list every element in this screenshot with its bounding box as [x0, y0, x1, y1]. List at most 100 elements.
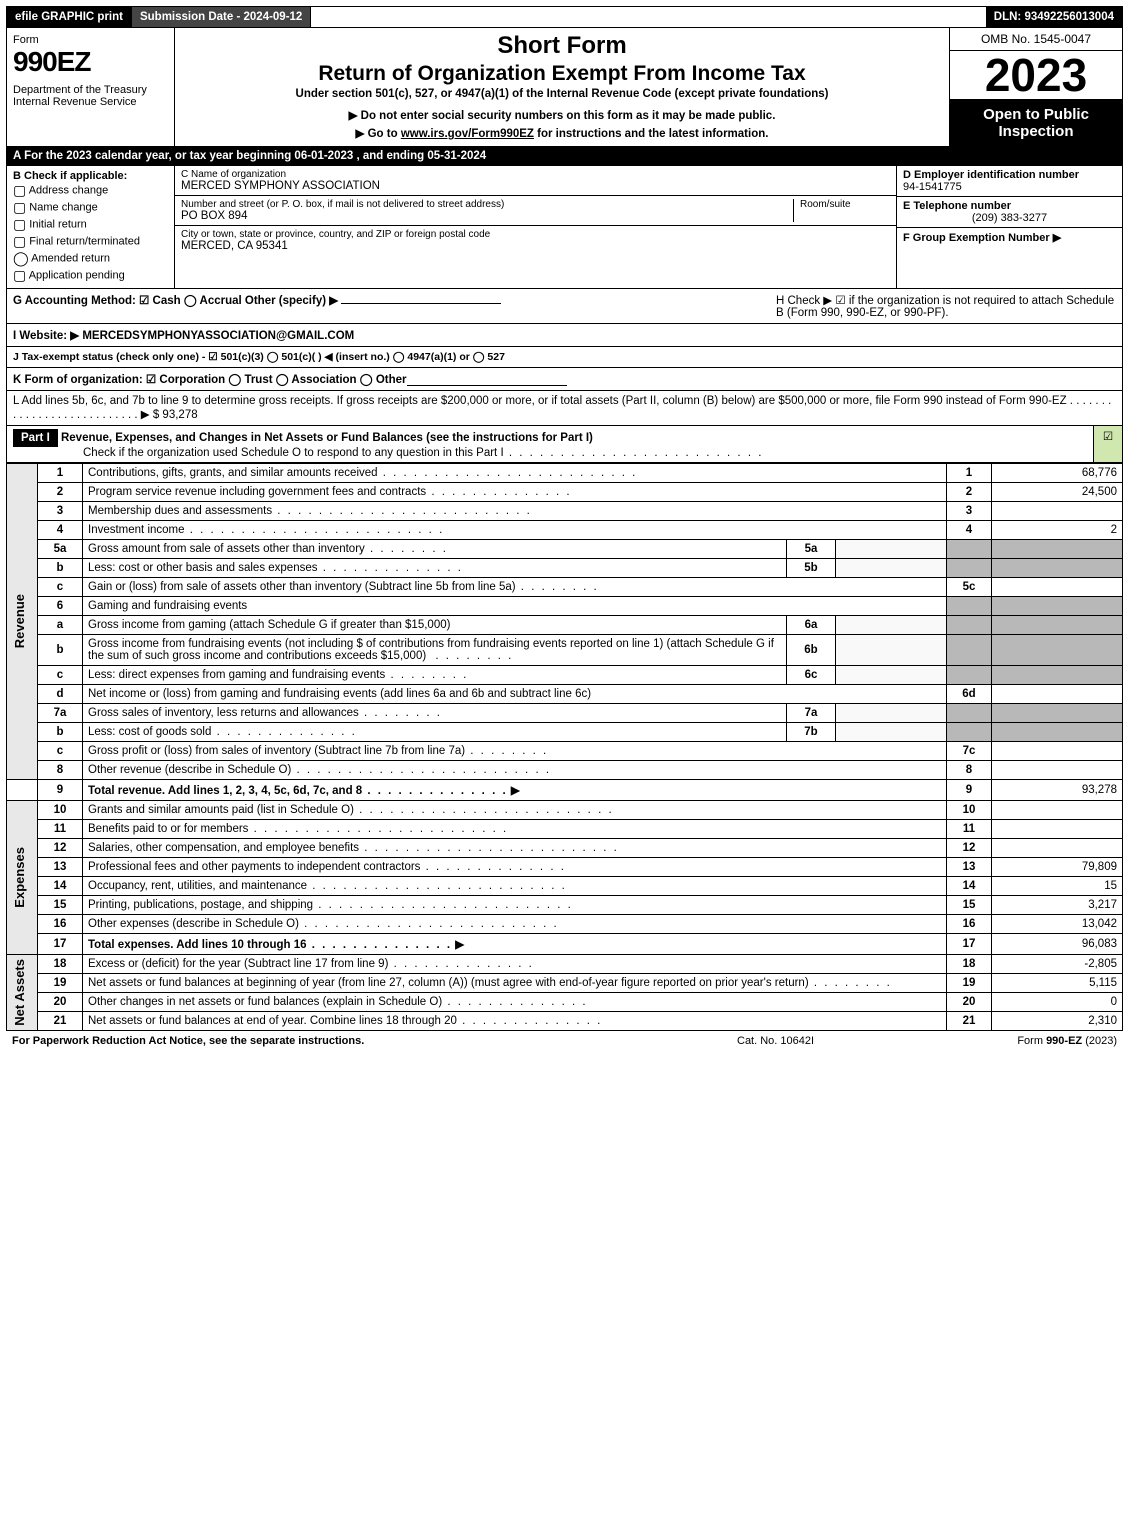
form-ref: Form 990-EZ (2023) [937, 1035, 1117, 1047]
col-d-ids: D Employer identification number 94-1541… [896, 166, 1122, 288]
irs-link[interactable]: www.irs.gov/Form990EZ [401, 128, 534, 140]
dln-label: DLN: 93492256013004 [986, 7, 1122, 27]
part-1-sub: Check if the organization used Schedule … [83, 447, 763, 459]
part-1-label: Part I [13, 429, 58, 447]
sub3-post: for instructions and the latest informat… [534, 128, 769, 140]
efile-label[interactable]: efile GRAPHIC print [7, 7, 132, 27]
chk-amended-return[interactable]: ◯ Amended return [13, 250, 168, 267]
row-l-gross-receipts: L Add lines 5b, 6c, and 7b to line 9 to … [6, 391, 1123, 426]
line-12: 12Salaries, other compensation, and empl… [7, 839, 1123, 858]
group-exemption-label: F Group Exemption Number ▶ [903, 232, 1061, 244]
line-11: 11Benefits paid to or for members11 [7, 820, 1123, 839]
line-7a: 7aGross sales of inventory, less returns… [7, 704, 1123, 723]
form-org-line: K Form of organization: ☑ Corporation ◯ … [13, 372, 407, 386]
ein-label: D Employer identification number [903, 169, 1116, 181]
line-17: 17Total expenses. Add lines 10 through 1… [7, 934, 1123, 955]
line-2: 2Program service revenue including gover… [7, 483, 1123, 502]
col-c-org: C Name of organization MERCED SYMPHONY A… [175, 166, 896, 288]
cat-no: Cat. No. 10642I [737, 1035, 937, 1047]
tel-value: (209) 383-3277 [903, 212, 1116, 224]
line-13: 13Professional fees and other payments t… [7, 858, 1123, 877]
line-14: 14Occupancy, rent, utilities, and mainte… [7, 877, 1123, 896]
line-21: 21Net assets or fund balances at end of … [7, 1012, 1123, 1031]
tax-exempt-line: J Tax-exempt status (check only one) - ☑… [13, 351, 505, 363]
city-label: City or town, state or province, country… [181, 229, 890, 240]
revenue-side-label: Revenue [7, 464, 38, 780]
top-bar: efile GRAPHIC print Submission Date - 20… [6, 6, 1123, 28]
org-info-block: B Check if applicable: ▢ Address change … [6, 166, 1123, 289]
line-10: Expenses 10Grants and similar amounts pa… [7, 801, 1123, 820]
expenses-side-label: Expenses [7, 801, 38, 955]
header-center: Short Form Return of Organization Exempt… [175, 28, 949, 146]
ein-value: 94-1541775 [903, 181, 1116, 193]
line-3: 3Membership dues and assessments3 [7, 502, 1123, 521]
line-6a: aGross income from gaming (attach Schedu… [7, 616, 1123, 635]
line-6: 6Gaming and fundraising events [7, 597, 1123, 616]
form-subtitle-2: ▶ Do not enter social security numbers o… [187, 108, 937, 122]
row-j-tax-exempt: J Tax-exempt status (check only one) - ☑… [6, 347, 1123, 368]
part-1-check[interactable]: ☑ [1093, 426, 1122, 462]
line-1: Revenue 1 Contributions, gifts, grants, … [7, 464, 1123, 483]
part-1-header: Part I Revenue, Expenses, and Changes in… [6, 426, 1123, 463]
website-line: I Website: ▶ MERCEDSYMPHONYASSOCIATION@G… [13, 328, 354, 342]
gross-receipts-line: L Add lines 5b, 6c, and 7b to line 9 to … [13, 395, 1116, 421]
line-6c: cLess: direct expenses from gaming and f… [7, 666, 1123, 685]
col-b-checkboxes: B Check if applicable: ▢ Address change … [7, 166, 175, 288]
line-19: 19Net assets or fund balances at beginni… [7, 974, 1123, 993]
form-subtitle-1: Under section 501(c), 527, or 4947(a)(1)… [187, 88, 937, 100]
form-word: Form [13, 34, 168, 46]
ein-row: D Employer identification number 94-1541… [897, 166, 1122, 197]
org-name-label: C Name of organization [181, 169, 890, 180]
line-5c: cGain or (loss) from sale of assets othe… [7, 578, 1123, 597]
org-name: MERCED SYMPHONY ASSOCIATION [181, 180, 890, 192]
org-city-row: City or town, state or province, country… [175, 226, 896, 255]
line-18: Net Assets 18Excess or (deficit) for the… [7, 955, 1123, 974]
group-exemption-row: F Group Exemption Number ▶ [897, 228, 1122, 247]
street-value: PO BOX 894 [181, 210, 793, 222]
form-header: Form 990EZ Department of the Treasury In… [6, 28, 1123, 147]
chk-application-pending[interactable]: ▢ Application pending [13, 267, 168, 284]
line-7b: bLess: cost of goods sold7b [7, 723, 1123, 742]
col-b-title: B Check if applicable: [13, 170, 168, 182]
street-label: Number and street (or P. O. box, if mail… [181, 199, 793, 210]
line-20: 20Other changes in net assets or fund ba… [7, 993, 1123, 1012]
submission-date: Submission Date - 2024-09-12 [132, 7, 311, 27]
org-street-row: Number and street (or P. O. box, if mail… [175, 196, 896, 226]
line-16: 16Other expenses (describe in Schedule O… [7, 915, 1123, 934]
line-5a: 5aGross amount from sale of assets other… [7, 540, 1123, 559]
page-footer: For Paperwork Reduction Act Notice, see … [6, 1030, 1123, 1051]
open-to-public: Open to Public Inspection [950, 100, 1122, 146]
paperwork-notice: For Paperwork Reduction Act Notice, see … [12, 1035, 737, 1047]
row-g-h: G Accounting Method: ☑ Cash ◯ Accrual Ot… [6, 289, 1123, 324]
line-6d: dNet income or (loss) from gaming and fu… [7, 685, 1123, 704]
tax-year: 2023 [950, 51, 1122, 100]
sub3-pre: ▶ Go to [356, 128, 401, 140]
row-k-form-org: K Form of organization: ☑ Corporation ◯ … [6, 368, 1123, 391]
row-i-website: I Website: ▶ MERCEDSYMPHONYASSOCIATION@G… [6, 324, 1123, 347]
net-assets-side-label: Net Assets [7, 955, 38, 1031]
header-right: OMB No. 1545-0047 2023 Open to Public In… [949, 28, 1122, 146]
tel-row: E Telephone number (209) 383-3277 [897, 197, 1122, 228]
form-subtitle-3: ▶ Go to www.irs.gov/Form990EZ for instru… [187, 126, 937, 140]
schedule-b-check: H Check ▶ ☑ if the organization is not r… [776, 293, 1116, 319]
line-8: 8Other revenue (describe in Schedule O)8 [7, 761, 1123, 780]
line-4: 4Investment income42 [7, 521, 1123, 540]
department-label: Department of the Treasury Internal Reve… [13, 84, 168, 108]
line-9: 9Total revenue. Add lines 1, 2, 3, 4, 5c… [7, 780, 1123, 801]
chk-final-return[interactable]: ▢ Final return/terminated [13, 233, 168, 250]
line-6b: bGross income from fundraising events (n… [7, 635, 1123, 666]
header-left: Form 990EZ Department of the Treasury In… [7, 28, 175, 146]
chk-name-change[interactable]: ▢ Name change [13, 199, 168, 216]
org-name-row: C Name of organization MERCED SYMPHONY A… [175, 166, 896, 196]
chk-initial-return[interactable]: ▢ Initial return [13, 216, 168, 233]
part-1-title: Revenue, Expenses, and Changes in Net As… [61, 432, 593, 444]
room-label: Room/suite [800, 199, 890, 210]
lines-table: Revenue 1 Contributions, gifts, grants, … [6, 463, 1123, 1031]
accounting-method: G Accounting Method: ☑ Cash ◯ Accrual Ot… [13, 293, 776, 319]
chk-address-change[interactable]: ▢ Address change [13, 182, 168, 199]
row-a-tax-year: A For the 2023 calendar year, or tax yea… [6, 147, 1123, 166]
line-15: 15Printing, publications, postage, and s… [7, 896, 1123, 915]
tel-label: E Telephone number [903, 200, 1116, 212]
city-value: MERCED, CA 95341 [181, 240, 890, 252]
omb-number: OMB No. 1545-0047 [950, 28, 1122, 51]
